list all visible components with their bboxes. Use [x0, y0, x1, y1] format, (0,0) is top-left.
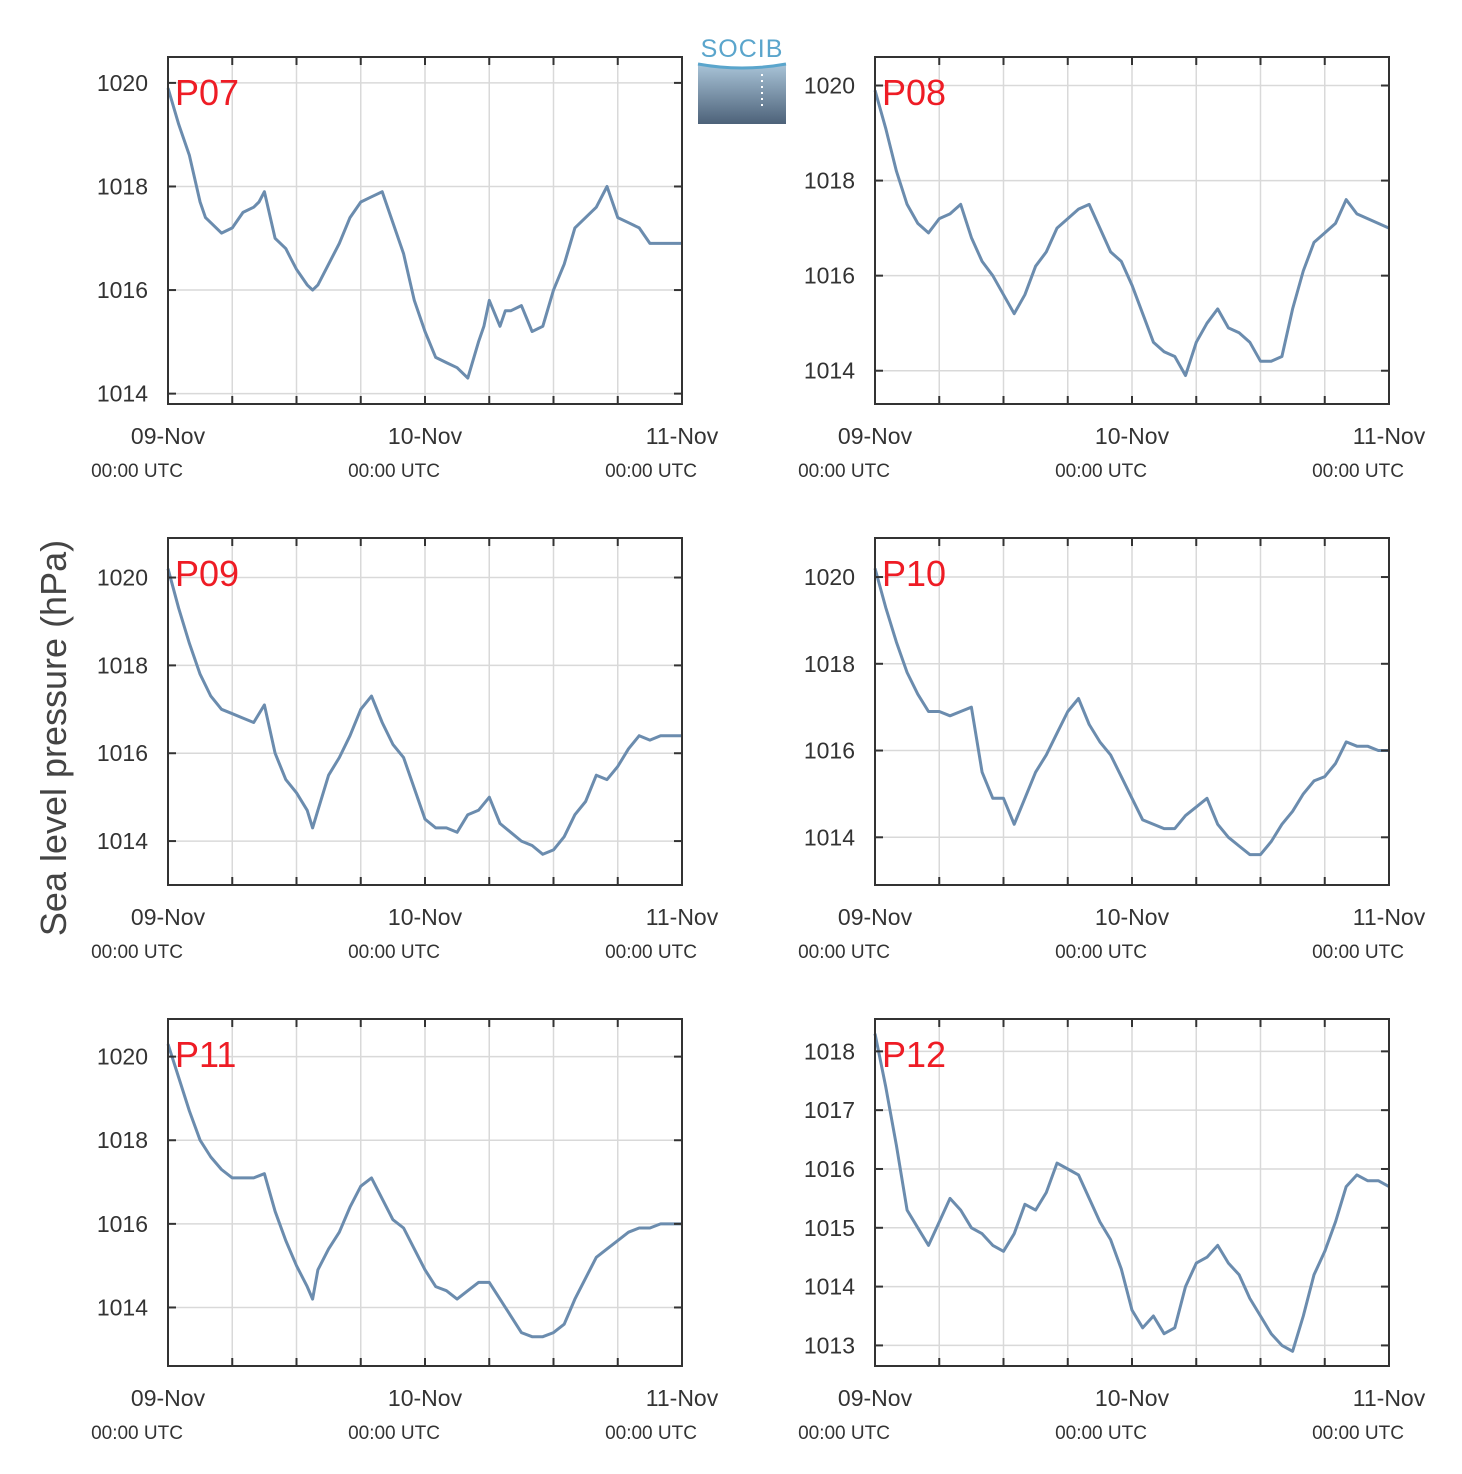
x-tick-label-time: 00:00 UTC [605, 461, 697, 482]
x-tick-label-date: 10-Nov [388, 1385, 463, 1411]
x-tick-label-time: 00:00 UTC [605, 1423, 697, 1444]
series-line [166, 87, 682, 380]
y-tick-label: 1018 [97, 1127, 148, 1153]
x-tick-label-date: 10-Nov [1095, 904, 1170, 930]
y-tick-label: 1018 [97, 173, 148, 199]
series-line [166, 568, 682, 856]
x-tick-label-time: 00:00 UTC [1312, 942, 1404, 963]
x-tick-label-date: 11-Nov [1353, 1385, 1426, 1411]
socib-logo: SOCIB [697, 35, 787, 124]
panel-p08: 1014 1016 1018 1020 09-Nov 00:00 UTC 10-Nov 00:… [798, 56, 1426, 482]
x-tick-label-time: 00:00 UTC [91, 461, 183, 482]
x-tick-label-date: 10-Nov [1095, 423, 1170, 449]
station-label: P07 [175, 72, 239, 113]
y-tick-label: 1014 [804, 358, 855, 384]
socib-logo-wave [698, 64, 786, 124]
x-tick-label-date: 09-Nov [131, 1385, 206, 1411]
x-tick-label-date: 10-Nov [1095, 1385, 1170, 1411]
y-tick-label: 1017 [804, 1097, 855, 1123]
socib-logo-wave-crest [697, 62, 787, 70]
y-tick-label: 1016 [97, 740, 148, 766]
x-tick-label-time: 00:00 UTC [1312, 1423, 1404, 1444]
x-tick-label-date: 11-Nov [1353, 904, 1426, 930]
x-tick-label-date: 10-Nov [388, 423, 463, 449]
x-tick-label-time: 00:00 UTC [91, 1423, 183, 1444]
y-tick-label: 1020 [97, 1044, 148, 1070]
station-label: P12 [882, 1034, 946, 1075]
x-tick-label-time: 00:00 UTC [605, 942, 697, 963]
y-tick-label: 1016 [804, 263, 855, 289]
x-tick-label-date: 09-Nov [131, 423, 206, 449]
y-tick-label: 1014 [97, 381, 148, 407]
y-tick-label: 1016 [97, 277, 148, 303]
x-tick-label-time: 00:00 UTC [1055, 1423, 1147, 1444]
x-tick-label-time: 00:00 UTC [1055, 461, 1147, 482]
x-tick-label-time: 00:00 UTC [798, 461, 890, 482]
y-tick-label: 1014 [804, 824, 855, 850]
y-tick-label: 1013 [804, 1332, 855, 1358]
x-tick-label-date: 11-Nov [646, 904, 719, 930]
station-label: P09 [175, 553, 239, 594]
panel-p12: 1013 1014 1015 1016 1017 1018 09-Nov 00:00 UTC 1… [798, 1018, 1426, 1444]
x-tick-label-time: 00:00 UTC [1055, 942, 1147, 963]
panel-p07: 1014 1016 1018 1020 09-Nov 00:00 UTC 10-Nov 00:… [91, 56, 719, 482]
x-tick-label-time: 00:00 UTC [1312, 461, 1404, 482]
x-tick-label-time: 00:00 UTC [91, 942, 183, 963]
y-tick-label: 1016 [804, 1156, 855, 1182]
y-tick-label: 1014 [97, 828, 148, 854]
x-tick-label-time: 00:00 UTC [348, 942, 440, 963]
y-tick-label: 1016 [97, 1211, 148, 1237]
station-label: P10 [882, 553, 946, 594]
x-tick-label-date: 09-Nov [131, 904, 206, 930]
series-line [873, 1033, 1390, 1353]
x-tick-label-date: 11-Nov [646, 423, 719, 449]
x-tick-label-date: 09-Nov [838, 423, 913, 449]
x-tick-label-time: 00:00 UTC [348, 461, 440, 482]
x-tick-label-time: 00:00 UTC [798, 1423, 890, 1444]
y-axis-label: Sea level pressure (hPa) [33, 540, 74, 936]
y-tick-label: 1018 [97, 652, 148, 678]
panel-p11: 1014 1016 1018 1020 09-Nov 00:00 UTC 10-Nov 00:… [91, 1018, 719, 1444]
x-tick-label-date: 10-Nov [388, 904, 463, 930]
y-tick-label: 1020 [804, 564, 855, 590]
y-tick-label: 1018 [804, 651, 855, 677]
socib-logo-text: SOCIB [701, 35, 784, 63]
station-label: P08 [882, 72, 946, 113]
x-tick-label-date: 11-Nov [1353, 423, 1426, 449]
series-line [873, 568, 1389, 857]
y-tick-label: 1015 [804, 1215, 855, 1241]
y-tick-label: 1014 [97, 1294, 148, 1320]
y-tick-label: 1018 [804, 168, 855, 194]
x-tick-label-date: 09-Nov [838, 904, 913, 930]
x-tick-label-time: 00:00 UTC [348, 1423, 440, 1444]
y-tick-label: 1020 [97, 70, 148, 96]
panel-p09: 1014 1016 1018 1020 09-Nov 00:00 UTC 10-Nov 00:… [91, 537, 719, 963]
panel-p10: 1014 1016 1018 1020 09-Nov 00:00 UTC 10-Nov 00:… [798, 537, 1426, 963]
y-tick-label: 1020 [804, 73, 855, 99]
y-tick-label: 1018 [804, 1038, 855, 1064]
x-tick-label-date: 11-Nov [646, 1385, 719, 1411]
y-tick-label: 1014 [804, 1274, 855, 1300]
x-tick-label-date: 09-Nov [838, 1385, 913, 1411]
station-label: P11 [175, 1034, 236, 1075]
x-tick-label-time: 00:00 UTC [798, 942, 890, 963]
series-line [873, 89, 1390, 377]
series-line [166, 1043, 682, 1339]
y-tick-label: 1020 [97, 565, 148, 591]
y-tick-label: 1016 [804, 738, 855, 764]
